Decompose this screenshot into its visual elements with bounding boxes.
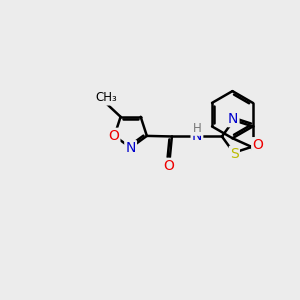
Text: N: N: [192, 129, 202, 143]
Text: CH₃: CH₃: [95, 92, 117, 104]
Text: N: N: [125, 141, 136, 155]
Text: N: N: [228, 112, 238, 126]
Text: O: O: [108, 129, 119, 143]
Text: H: H: [193, 122, 202, 135]
Text: O: O: [163, 159, 174, 173]
Text: S: S: [230, 147, 239, 161]
Text: O: O: [252, 138, 263, 152]
